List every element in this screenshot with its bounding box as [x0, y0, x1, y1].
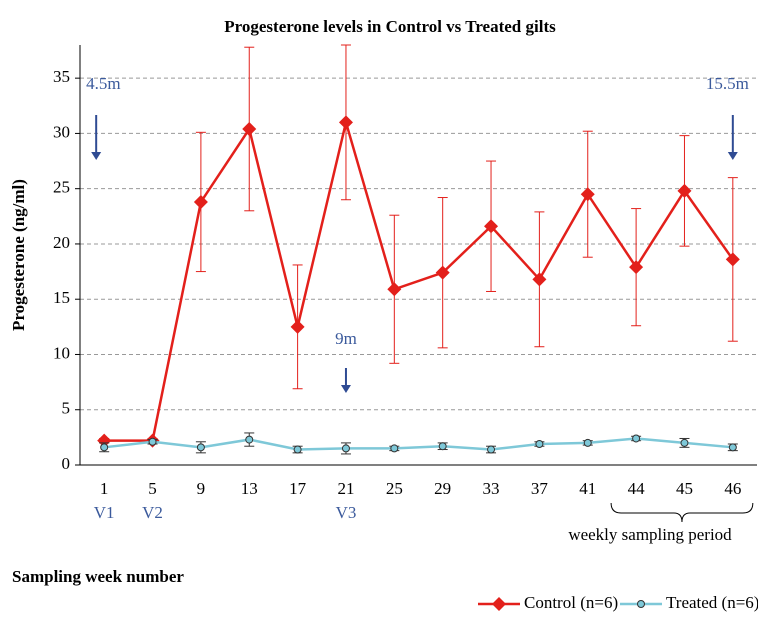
marker — [390, 444, 399, 453]
series-line — [104, 437, 733, 451]
legend-label: Control (n=6) — [524, 593, 618, 612]
y-tick-label: 0 — [62, 454, 71, 473]
y-axis-label: Progesterone (ng/ml) — [9, 179, 28, 331]
marker — [629, 260, 644, 275]
x-tick-label: 21 — [337, 479, 354, 498]
marker — [293, 445, 302, 454]
visit-label: V2 — [142, 503, 163, 522]
annotation: 4.5m — [86, 74, 120, 93]
marker — [338, 115, 353, 130]
y-tick-label: 30 — [53, 122, 70, 141]
marker — [196, 443, 205, 452]
legend-marker — [637, 600, 645, 608]
x-tick-label: 17 — [289, 479, 307, 498]
legend-marker — [492, 597, 506, 611]
marker — [728, 443, 737, 452]
x-tick-label: 46 — [724, 479, 741, 498]
brace-label: weekly sampling period — [568, 525, 732, 544]
x-tick-label: 44 — [628, 479, 646, 498]
y-tick-label: 35 — [53, 67, 70, 86]
arrow-head — [91, 152, 102, 160]
arrow-head — [727, 152, 738, 160]
visit-label: V1 — [94, 503, 115, 522]
legend-label: Treated (n=6) — [666, 593, 758, 612]
x-tick-label: 29 — [434, 479, 451, 498]
marker — [535, 440, 544, 448]
x-tick-label: 37 — [531, 479, 549, 498]
x-tick-label: 5 — [148, 479, 157, 498]
marker — [97, 433, 112, 448]
marker — [193, 194, 208, 209]
x-tick-label: 1 — [100, 479, 109, 498]
y-tick-label: 25 — [53, 178, 70, 197]
marker — [484, 219, 499, 234]
x-tick-label: 45 — [676, 479, 693, 498]
marker — [290, 319, 305, 334]
visit-label: V3 — [336, 503, 357, 522]
y-tick-label: 20 — [53, 233, 70, 252]
marker — [583, 438, 592, 447]
marker — [438, 442, 447, 451]
marker — [242, 122, 257, 136]
series-line — [104, 117, 734, 442]
marker — [435, 265, 450, 280]
x-tick-label: 25 — [386, 479, 403, 498]
x-tick-label: 9 — [197, 479, 206, 498]
x-tick-label: 41 — [579, 479, 596, 498]
marker — [100, 443, 109, 452]
y-tick-label: 15 — [53, 288, 70, 307]
x-tick-label: 33 — [483, 479, 500, 498]
marker — [725, 252, 740, 267]
marker — [341, 444, 350, 453]
annotation: 9m — [335, 329, 357, 348]
chart-title: Progesterone levels in Control vs Treate… — [224, 17, 556, 36]
annotation: 15.5m — [706, 74, 749, 93]
brace — [610, 502, 754, 523]
y-tick-label: 10 — [53, 343, 70, 362]
marker — [680, 438, 689, 447]
marker — [487, 445, 496, 454]
marker — [580, 187, 595, 202]
marker — [387, 282, 402, 297]
marker — [677, 183, 692, 198]
arrow-head — [340, 385, 351, 393]
marker — [148, 437, 157, 446]
x-axis-label: Sampling week number — [12, 567, 184, 586]
marker — [245, 435, 254, 444]
y-tick-label: 5 — [62, 399, 71, 418]
marker — [532, 272, 547, 287]
x-tick-label: 13 — [241, 479, 258, 498]
marker — [632, 434, 641, 443]
